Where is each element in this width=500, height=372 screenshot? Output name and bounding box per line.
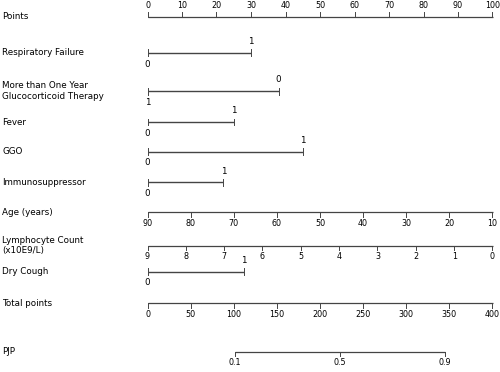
Text: 1: 1 [452, 252, 456, 261]
Text: 1: 1 [231, 106, 236, 115]
Text: 100: 100 [226, 310, 241, 319]
Text: 150: 150 [270, 310, 284, 319]
Text: 2: 2 [414, 252, 418, 261]
Text: 5: 5 [298, 252, 304, 261]
Text: 50: 50 [315, 1, 325, 10]
Text: 7: 7 [222, 252, 226, 261]
Text: PJP: PJP [2, 347, 16, 356]
Text: Dry Cough: Dry Cough [2, 267, 49, 276]
Text: 50: 50 [315, 219, 325, 228]
Text: 60: 60 [350, 1, 360, 10]
Text: Age (years): Age (years) [2, 208, 53, 217]
Text: 80: 80 [186, 219, 196, 228]
Text: 30: 30 [246, 1, 256, 10]
Text: 0.1: 0.1 [229, 358, 241, 367]
Text: 70: 70 [384, 1, 394, 10]
Text: 8: 8 [184, 252, 188, 261]
Text: 90: 90 [142, 219, 152, 228]
Text: 0: 0 [144, 60, 150, 68]
Text: 0: 0 [144, 129, 150, 138]
Text: 300: 300 [399, 310, 414, 319]
Text: 200: 200 [312, 310, 328, 319]
Text: 0: 0 [276, 76, 281, 84]
Text: Points: Points [2, 12, 29, 21]
Text: Total points: Total points [2, 299, 52, 308]
Text: 0.9: 0.9 [438, 358, 452, 367]
Text: 1: 1 [242, 256, 247, 265]
Text: 20: 20 [212, 1, 222, 10]
Text: 350: 350 [442, 310, 457, 319]
Text: 60: 60 [272, 219, 282, 228]
Text: 70: 70 [228, 219, 239, 228]
Text: 0: 0 [144, 278, 150, 287]
Text: Fever: Fever [2, 118, 26, 126]
Text: 50: 50 [186, 310, 196, 319]
Text: 4: 4 [336, 252, 342, 261]
Text: More than One Year
Glucocorticoid Therapy: More than One Year Glucocorticoid Therap… [2, 81, 104, 101]
Text: 10: 10 [488, 219, 498, 228]
Text: 9: 9 [145, 252, 150, 261]
Text: 20: 20 [444, 219, 454, 228]
Text: 0: 0 [144, 189, 150, 198]
Text: Lymphocyte Count
(x10E9/L): Lymphocyte Count (x10E9/L) [2, 236, 84, 255]
Text: 0.5: 0.5 [334, 358, 346, 367]
Text: 1: 1 [300, 136, 306, 145]
Text: 0: 0 [145, 1, 150, 10]
Text: 30: 30 [401, 219, 411, 228]
Text: GGO: GGO [2, 147, 23, 156]
Text: 0: 0 [144, 158, 150, 167]
Text: 100: 100 [485, 1, 500, 10]
Text: 6: 6 [260, 252, 265, 261]
Text: 10: 10 [177, 1, 187, 10]
Text: Immunosuppressor: Immunosuppressor [2, 178, 86, 187]
Text: 40: 40 [280, 1, 290, 10]
Text: 0: 0 [490, 252, 495, 261]
Text: Respiratory Failure: Respiratory Failure [2, 48, 84, 57]
Text: 40: 40 [358, 219, 368, 228]
Text: 90: 90 [453, 1, 463, 10]
Text: 400: 400 [485, 310, 500, 319]
Text: 1: 1 [248, 37, 254, 46]
Text: 0: 0 [145, 310, 150, 319]
Text: 3: 3 [375, 252, 380, 261]
Text: 250: 250 [356, 310, 371, 319]
Text: 1: 1 [145, 98, 150, 107]
Text: 80: 80 [418, 1, 428, 10]
Text: 1: 1 [220, 167, 226, 176]
